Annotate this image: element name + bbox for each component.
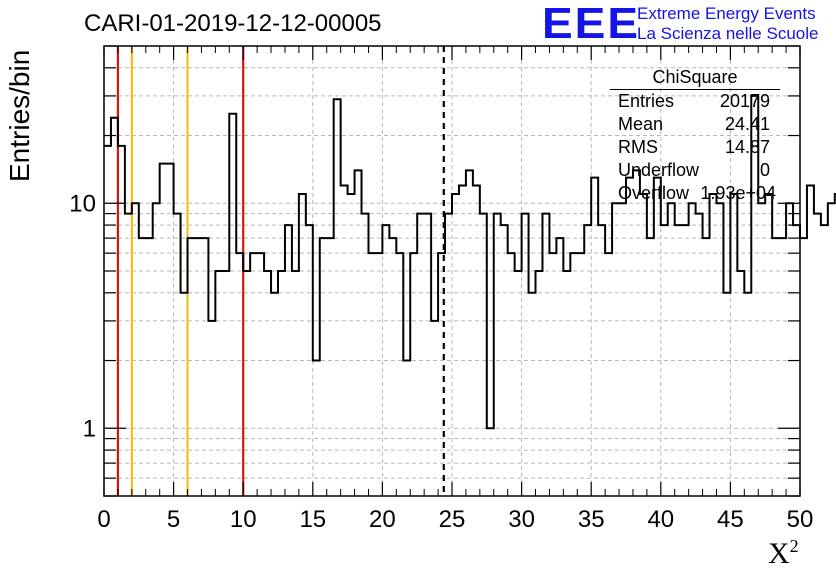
stats-row-underflow: Underflow 0 [610, 159, 780, 182]
stats-value: 24.41 [724, 114, 770, 134]
stats-title: ChiSquare [610, 66, 780, 90]
stats-value: 1.93e+04 [700, 183, 776, 203]
stats-row-overflow: Overflow 1.93e+04 [610, 182, 780, 205]
stats-row-rms: RMS 14.87 [610, 136, 780, 159]
axis-ticks [103, 45, 801, 497]
x-axis-label: X2 [768, 536, 799, 570]
stats-label: RMS [618, 137, 658, 157]
y-tick-label: 1 [83, 415, 96, 442]
x-tick-label: 35 [578, 506, 605, 533]
x-tick-label: 50 [787, 506, 814, 533]
x-tick-label: 0 [97, 506, 110, 533]
stats-label: Overflow [618, 183, 690, 203]
chart-title: CARI-01-2019-12-12-00005 [84, 10, 382, 37]
stats-label: Mean [618, 114, 664, 134]
stats-row-mean: Mean 24.41 [610, 113, 780, 136]
logo-subtitle-1: Extreme Energy Events [637, 4, 816, 23]
y-axis-label: Entries/bin [4, 49, 35, 182]
stats-label: Entries [618, 91, 675, 111]
y-tick-label: 10 [69, 190, 96, 217]
stats-value: 14.87 [724, 137, 770, 157]
stats-label: Underflow [618, 160, 700, 180]
x-tick-label: 15 [299, 506, 326, 533]
x-tick-label: 45 [717, 506, 744, 533]
x-tick-label: 5 [167, 506, 180, 533]
logo-subtitle-2: La Scienza nelle Scuole [637, 24, 819, 43]
stats-value: 0 [759, 160, 770, 180]
axis-tick-labels: 0 5 10 15 20 25 30 35 40 45 50 1 10 [69, 190, 813, 533]
x-tick-label: 25 [439, 506, 466, 533]
stats-box: ChiSquare Entries 20179 Mean 24.41 RMS 1… [610, 66, 780, 205]
stats-row-entries: Entries 20179 [610, 90, 780, 113]
x-tick-label: 20 [369, 506, 396, 533]
histogram-line [104, 94, 836, 430]
x-tick-label: 10 [230, 506, 257, 533]
x-tick-label: 30 [508, 506, 535, 533]
x-tick-label: 40 [647, 506, 674, 533]
stats-value: 20179 [719, 91, 770, 111]
eee-logo: EEE [542, 0, 641, 48]
